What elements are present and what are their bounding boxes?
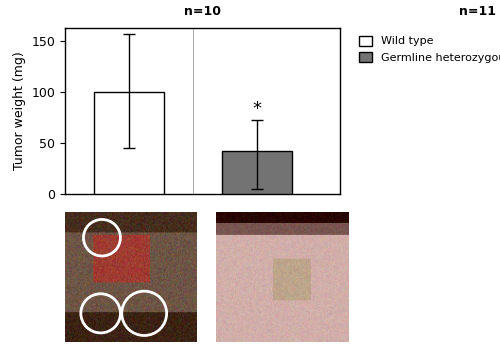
Text: n=11: n=11 [459, 5, 496, 18]
Y-axis label: Tumor weight (mg): Tumor weight (mg) [13, 52, 26, 170]
Bar [94, 92, 164, 194]
Legend: Wild type, Germline heterozygous rs2185379: Wild type, Germline heterozygous rs21853… [356, 34, 500, 65]
Text: n=10: n=10 [184, 5, 221, 18]
Text: *: * [252, 99, 262, 118]
Bar [222, 151, 292, 194]
